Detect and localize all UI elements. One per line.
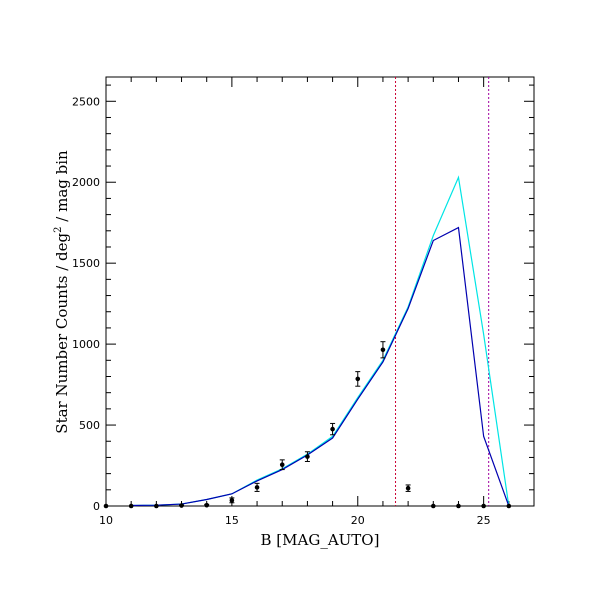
- series-layer: [131, 175, 510, 507]
- data-point: [279, 462, 285, 468]
- plot-frame: [105, 76, 535, 507]
- y-tick-label: 2500: [72, 95, 100, 108]
- y-tick-label: 0: [93, 500, 100, 513]
- y-axis-label: Star Number Counts / deg2 / mag bin: [53, 150, 71, 434]
- y-tick-label: 2000: [72, 176, 100, 189]
- x-tick-label: 20: [351, 514, 365, 527]
- data-point: [481, 503, 486, 509]
- data-point: [380, 347, 386, 353]
- x-axis-label: B [MAG_AUTO]: [261, 531, 380, 549]
- data-point: [103, 503, 109, 509]
- y-tick-label: 500: [79, 419, 100, 432]
- data-point: [456, 503, 461, 509]
- data-point: [405, 485, 411, 491]
- x-tick-label: 25: [477, 514, 491, 527]
- y-tick-label: 1500: [72, 257, 100, 270]
- data-points-layer: [103, 341, 512, 509]
- data-point: [179, 503, 184, 508]
- y-tick-label: 1000: [72, 338, 100, 351]
- x-tick-label: 10: [99, 514, 113, 527]
- y-axis-label-superscript: 2: [53, 226, 64, 232]
- y-axis-label-main: Star Number Counts / deg: [53, 232, 71, 433]
- data-point: [154, 503, 159, 509]
- model-line: [131, 226, 510, 507]
- data-point: [305, 454, 310, 459]
- data-point: [330, 426, 335, 432]
- data-point: [229, 498, 235, 503]
- model-line: [131, 175, 510, 507]
- data-point: [506, 503, 512, 509]
- data-point: [254, 485, 260, 490]
- data-point: [355, 376, 361, 382]
- y-axis-label-tail: / mag bin: [53, 150, 71, 227]
- x-tick-label: 15: [225, 514, 239, 527]
- data-point: [128, 503, 134, 509]
- axis-ticks: 10 15 20 25 0 500 1000 1500 2000 2500: [72, 77, 535, 527]
- data-point: [204, 502, 210, 508]
- data-point: [430, 503, 436, 509]
- threshold-lines: [395, 77, 490, 506]
